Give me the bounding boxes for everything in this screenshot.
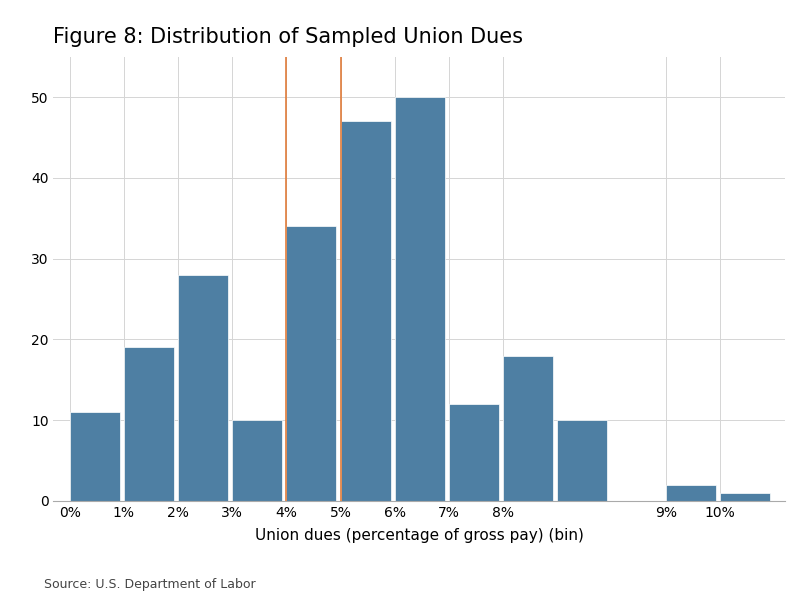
Bar (720, 493, 770, 501)
Text: Figure 8: Distribution of Sampled Union Dues: Figure 8: Distribution of Sampled Union … (54, 27, 523, 47)
Bar (395, 97, 445, 501)
Bar (449, 404, 499, 501)
Bar (666, 485, 716, 501)
Text: Source: U.S. Department of Labor: Source: U.S. Department of Labor (44, 578, 256, 591)
Bar (286, 226, 336, 501)
Bar (232, 420, 282, 501)
Bar (558, 420, 607, 501)
Bar (70, 412, 119, 501)
Bar (341, 121, 390, 501)
Bar (124, 347, 174, 501)
X-axis label: Union dues (percentage of gross pay) (bin): Union dues (percentage of gross pay) (bi… (255, 528, 584, 543)
Bar (178, 275, 228, 501)
Bar (503, 356, 553, 501)
